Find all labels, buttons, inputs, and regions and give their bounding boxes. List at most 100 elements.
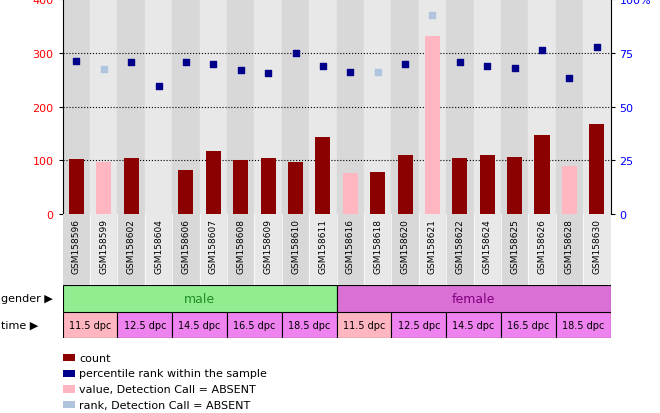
Point	[317, 64, 328, 71]
Text: GSM158628: GSM158628	[565, 218, 574, 273]
Bar	[172, 0, 200, 215]
Bar	[452, 159, 467, 215]
Text: 12.5 dpc: 12.5 dpc	[123, 320, 166, 330]
Point	[400, 61, 411, 68]
Text: GSM158621: GSM158621	[428, 218, 437, 273]
Text: female: female	[452, 292, 495, 305]
Text: count: count	[79, 353, 111, 363]
Bar	[480, 155, 495, 215]
Bar	[501, 0, 529, 215]
Bar	[172, 215, 200, 285]
Bar	[583, 215, 611, 285]
Bar	[535, 135, 550, 215]
Text: 11.5 dpc: 11.5 dpc	[343, 320, 385, 330]
Text: 14.5 dpc: 14.5 dpc	[178, 320, 221, 330]
Text: GSM158599: GSM158599	[99, 218, 108, 273]
Point	[455, 59, 465, 66]
Text: 14.5 dpc: 14.5 dpc	[452, 320, 495, 330]
Bar	[589, 125, 605, 215]
Bar	[364, 0, 391, 215]
Text: GSM158611: GSM158611	[318, 218, 327, 273]
Point	[290, 50, 301, 57]
Bar	[583, 0, 611, 215]
Bar	[282, 312, 337, 339]
Point	[153, 84, 164, 90]
Bar	[529, 0, 556, 215]
Text: 11.5 dpc: 11.5 dpc	[69, 320, 112, 330]
Bar	[370, 173, 385, 215]
Bar	[96, 163, 112, 215]
Bar	[233, 161, 248, 215]
Bar	[446, 215, 473, 285]
Point	[537, 47, 547, 54]
Bar	[507, 157, 522, 215]
Text: GSM158626: GSM158626	[537, 218, 546, 273]
Bar	[227, 0, 255, 215]
Bar	[309, 0, 337, 215]
Bar	[556, 312, 611, 339]
Text: GSM158606: GSM158606	[182, 218, 191, 273]
Point	[372, 69, 383, 76]
Point	[591, 45, 602, 52]
Bar	[145, 215, 172, 285]
Text: GSM158596: GSM158596	[72, 218, 81, 273]
Point	[98, 66, 109, 73]
Bar	[199, 215, 227, 285]
Bar	[337, 312, 391, 339]
Bar	[474, 0, 501, 215]
Bar	[123, 159, 139, 215]
Bar	[446, 0, 473, 215]
Bar	[261, 159, 276, 215]
Bar	[501, 312, 556, 339]
Text: GSM158609: GSM158609	[263, 218, 273, 273]
Point	[510, 65, 520, 72]
Text: male: male	[184, 292, 215, 305]
Bar	[391, 215, 418, 285]
Point	[345, 69, 356, 76]
Bar	[315, 138, 331, 215]
Bar	[556, 215, 583, 285]
Bar	[90, 215, 117, 285]
Point	[181, 59, 191, 66]
Text: GSM158610: GSM158610	[291, 218, 300, 273]
Bar	[309, 215, 337, 285]
Bar	[63, 285, 337, 312]
Text: time ▶: time ▶	[1, 320, 38, 330]
Bar	[145, 0, 172, 215]
Bar	[337, 0, 364, 215]
Bar	[364, 215, 391, 285]
Bar	[117, 215, 145, 285]
Bar	[391, 0, 418, 215]
Text: GSM158625: GSM158625	[510, 218, 519, 273]
Text: 16.5 dpc: 16.5 dpc	[233, 320, 276, 330]
Bar	[418, 0, 446, 215]
Text: GSM158630: GSM158630	[592, 218, 601, 273]
Bar	[199, 0, 227, 215]
Text: gender ▶: gender ▶	[1, 293, 52, 304]
Bar	[446, 312, 501, 339]
Text: 18.5 dpc: 18.5 dpc	[288, 320, 331, 330]
Bar	[425, 37, 440, 215]
Bar	[282, 0, 309, 215]
Bar	[178, 171, 193, 215]
Text: 16.5 dpc: 16.5 dpc	[507, 320, 550, 330]
Bar	[227, 215, 255, 285]
Text: GSM158608: GSM158608	[236, 218, 246, 273]
Bar	[391, 312, 446, 339]
Bar	[397, 155, 412, 215]
Point	[71, 58, 82, 65]
Point	[263, 71, 273, 77]
Bar	[501, 215, 529, 285]
Bar	[288, 162, 303, 215]
Bar	[556, 0, 583, 215]
Point	[427, 13, 438, 19]
Bar	[63, 0, 90, 215]
Text: GSM158616: GSM158616	[346, 218, 355, 273]
Text: rank, Detection Call = ABSENT: rank, Detection Call = ABSENT	[79, 400, 250, 410]
Bar	[63, 215, 90, 285]
Text: 12.5 dpc: 12.5 dpc	[397, 320, 440, 330]
Point	[482, 64, 492, 71]
Bar	[474, 215, 501, 285]
Bar	[172, 312, 227, 339]
Text: GSM158618: GSM158618	[373, 218, 382, 273]
